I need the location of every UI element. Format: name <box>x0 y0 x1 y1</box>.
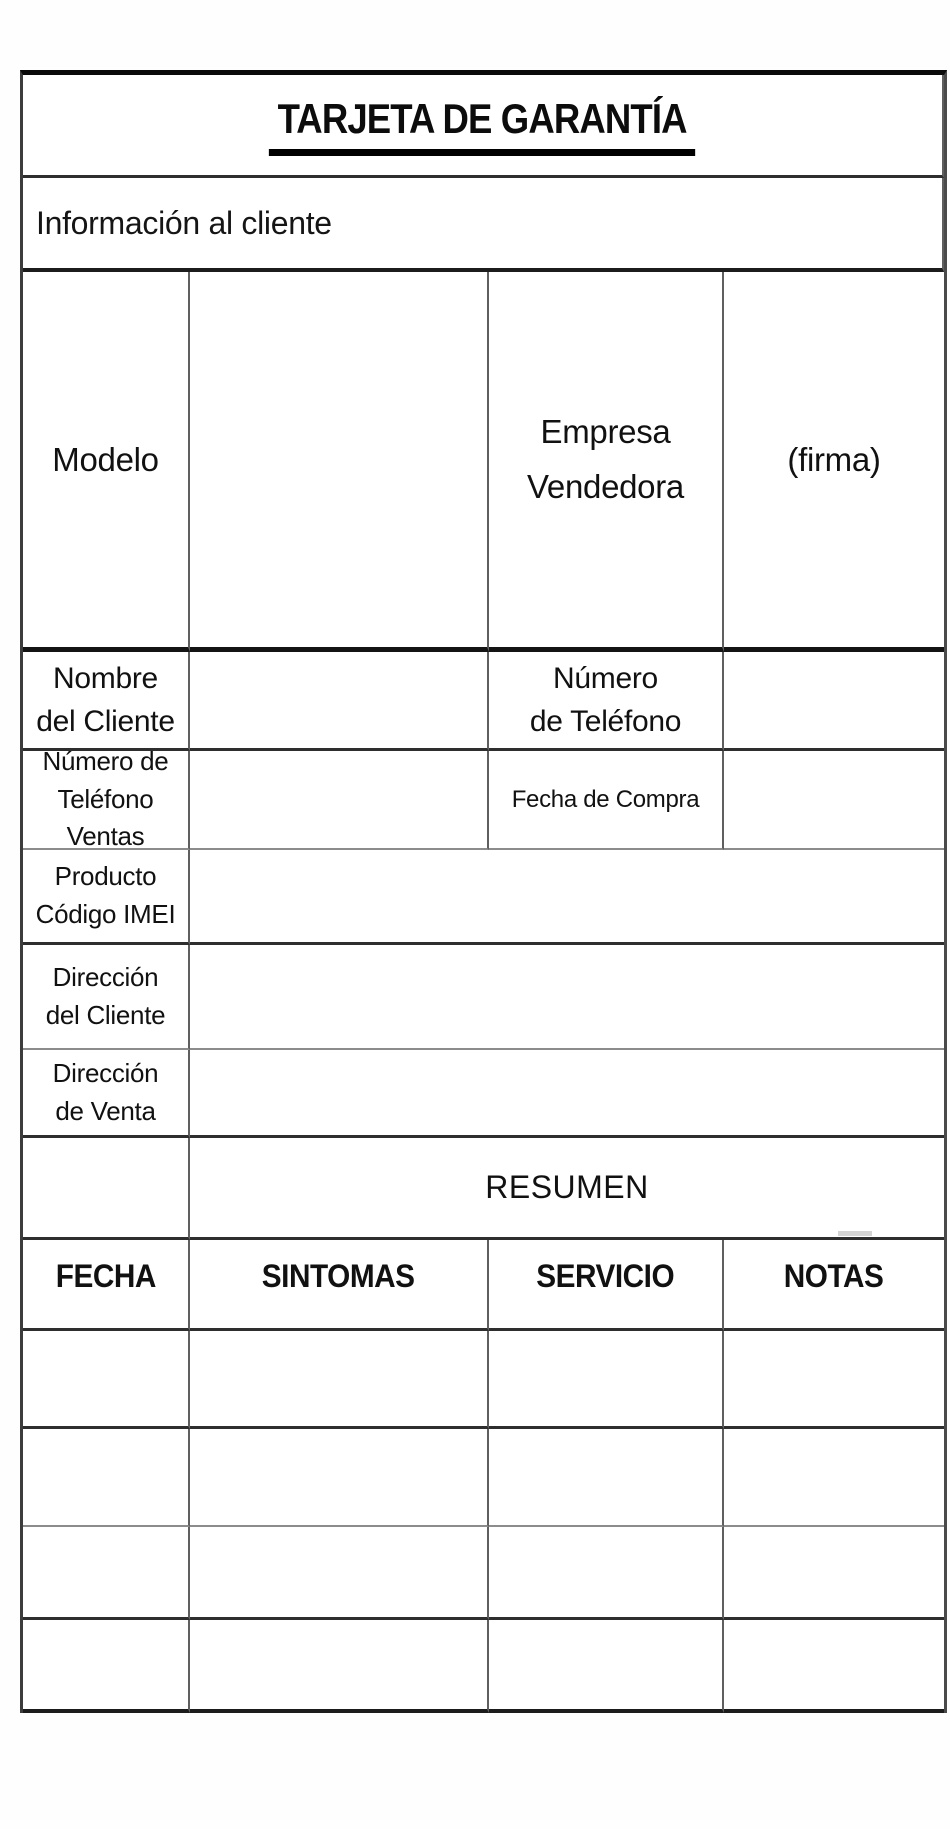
summary-row-cell <box>23 1429 190 1527</box>
summary-row-cell <box>489 1331 724 1429</box>
summary-row-cell <box>724 1331 944 1429</box>
summary-row-cell <box>23 1331 190 1429</box>
header-fecha: FECHA <box>23 1240 190 1331</box>
summary-row-cell <box>489 1527 724 1620</box>
header-servicio: SERVICIO <box>489 1240 724 1331</box>
numero-telefono-value-cell <box>724 652 944 751</box>
header-sintomas: SINTOMAS <box>190 1240 489 1331</box>
warranty-table: TARJETA DE GARANTÍA Información al clien… <box>20 70 947 1713</box>
direccion-venta-value-cell <box>190 1050 944 1138</box>
modelo-value-cell <box>190 272 489 652</box>
summary-row-cell <box>724 1429 944 1527</box>
nombre-cliente-value-cell <box>190 652 489 751</box>
header-notas: NOTAS <box>724 1240 944 1331</box>
fecha-compra-value-cell <box>724 751 944 850</box>
summary-row-cell <box>23 1527 190 1620</box>
page-title: TARJETA DE GARANTÍA <box>269 95 696 156</box>
label-numero-telefono: Número de Teléfono <box>489 652 724 751</box>
title-row: TARJETA DE GARANTÍA <box>23 75 944 178</box>
summary-row-cell <box>724 1527 944 1620</box>
watermark-smudge <box>838 1231 872 1236</box>
summary-row-cell <box>724 1620 944 1713</box>
summary-row-cell <box>190 1620 489 1713</box>
label-firma: (firma) <box>724 272 944 652</box>
label-direccion-venta: Dirección de Venta <box>23 1050 190 1138</box>
summary-row-cell <box>489 1620 724 1713</box>
summary-row-cell <box>489 1429 724 1527</box>
direccion-cliente-value-cell <box>190 945 944 1050</box>
summary-row-cell <box>190 1429 489 1527</box>
label-modelo: Modelo <box>23 272 190 652</box>
label-direccion-cliente: Dirección del Cliente <box>23 945 190 1050</box>
summary-row-cell <box>23 1620 190 1713</box>
producto-imei-value-cell <box>190 850 944 945</box>
summary-row-cell <box>190 1331 489 1429</box>
telefono-ventas-value-cell <box>190 751 489 850</box>
label-nombre-cliente: Nombre del Cliente <box>23 652 190 751</box>
summary-row-cell <box>190 1527 489 1620</box>
label-producto-imei: Producto Código IMEI <box>23 850 190 945</box>
label-fecha-compra: Fecha de Compra <box>489 751 724 850</box>
resumen-title: RESUMEN <box>190 1138 944 1240</box>
resumen-left-blank-cell <box>23 1138 190 1240</box>
label-telefono-ventas: Número de Teléfono Ventas <box>23 751 190 850</box>
label-empresa-vendedora: Empresa Vendedora <box>489 272 724 652</box>
customer-info-heading: Información al cliente <box>23 178 944 272</box>
